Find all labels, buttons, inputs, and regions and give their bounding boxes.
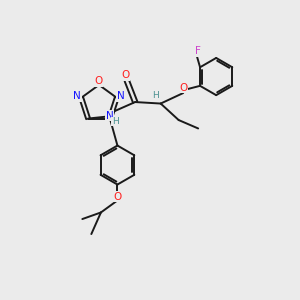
Text: O: O <box>179 82 188 93</box>
Text: F: F <box>195 46 201 56</box>
Text: O: O <box>122 70 130 80</box>
Text: H: H <box>152 91 159 100</box>
Text: O: O <box>113 191 122 202</box>
Text: N: N <box>106 110 113 121</box>
Text: N: N <box>117 91 125 101</box>
Text: O: O <box>94 76 103 86</box>
Text: H: H <box>112 117 118 126</box>
Text: N: N <box>73 91 81 101</box>
